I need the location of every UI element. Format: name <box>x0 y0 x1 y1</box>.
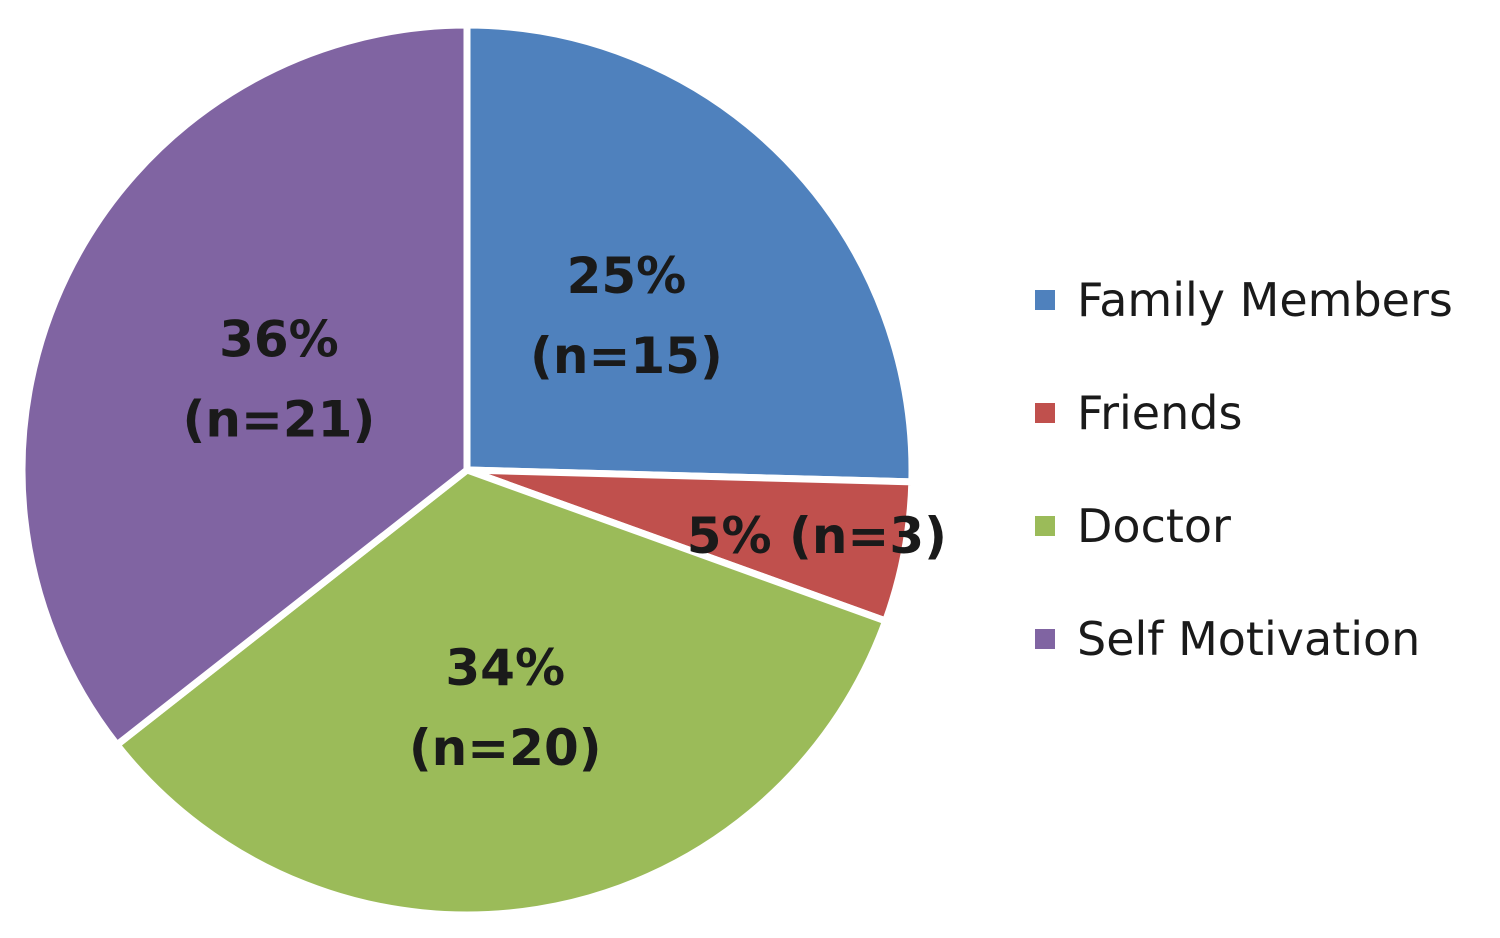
legend-label: Family Members <box>1077 273 1453 327</box>
legend-label: Doctor <box>1077 499 1231 553</box>
data-label-friends: 5% (n=3) <box>687 507 947 565</box>
data-label-family-members: 25% (n=15) <box>530 247 723 385</box>
percent-label: 34% <box>445 639 565 697</box>
legend-swatch <box>1035 403 1055 423</box>
slice-doctor <box>112 466 891 919</box>
legend-swatch <box>1035 290 1055 310</box>
legend-swatch <box>1035 516 1055 536</box>
legend-label: Self Motivation <box>1077 612 1420 666</box>
count-label: (n=15) <box>530 327 723 385</box>
data-label-doctor: 34% (n=20) <box>409 639 602 777</box>
slice-family-members <box>463 21 916 486</box>
data-label-text: 5% (n=3) <box>687 507 947 565</box>
legend-swatch <box>1035 629 1055 649</box>
slice-self-motivation <box>18 21 471 750</box>
legend-item-friends: Friends <box>1035 386 1242 440</box>
legend-label: Friends <box>1077 386 1242 440</box>
percent-label: 25% <box>567 247 687 305</box>
data-label-self-motivation: 36% (n=21) <box>183 311 376 449</box>
legend-item-self-motivation: Self Motivation <box>1035 612 1420 666</box>
legend: Family Members Friends Doctor Self Motivati… <box>1035 273 1453 666</box>
pie-slices <box>18 21 916 919</box>
pie-data-labels: 25% (n=15) 5% (n=3) 34% (n=20) 36% (n=21) <box>183 247 947 777</box>
count-label: (n=21) <box>183 391 376 449</box>
percent-label: 36% <box>219 311 339 369</box>
legend-item-doctor: Doctor <box>1035 499 1231 553</box>
legend-item-family-members: Family Members <box>1035 273 1453 327</box>
count-label: (n=20) <box>409 719 602 777</box>
